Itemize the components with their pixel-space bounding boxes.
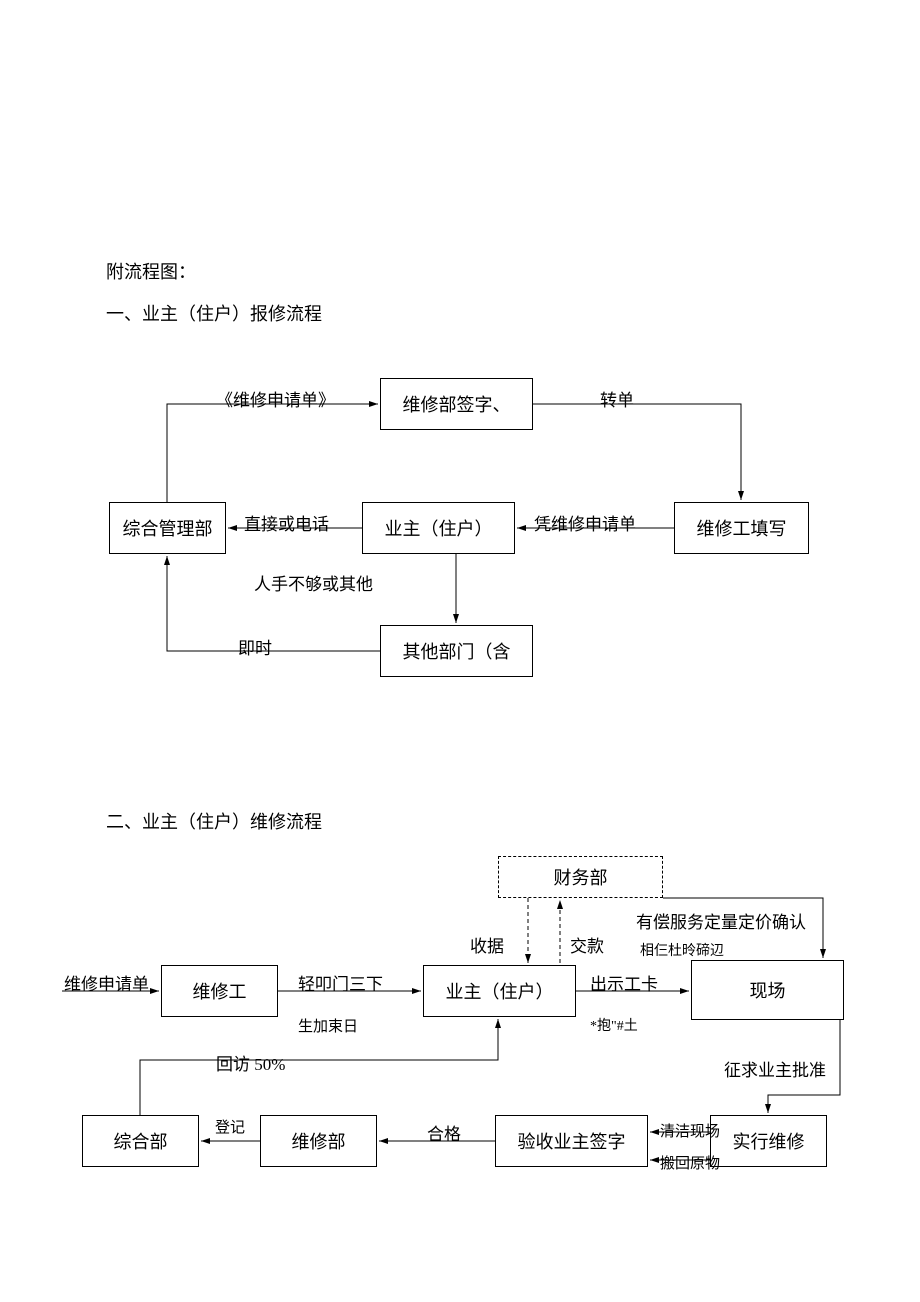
flow1-edge-label: 《维修申请单》 bbox=[216, 386, 335, 411]
flow1-edge-label: 直接或电话 bbox=[244, 510, 329, 535]
node-label: 维修工填写 bbox=[697, 515, 787, 541]
flow1-node-n5: 维修工填写 bbox=[674, 502, 809, 554]
flow1-node-n1: 综合管理部 bbox=[109, 502, 226, 554]
flow2-node-m6: 验收业主签字 bbox=[495, 1115, 648, 1167]
node-label: 综合部 bbox=[114, 1128, 168, 1154]
flow1-node-n3: 业主（住户） bbox=[362, 502, 515, 554]
flow2-edge-label: 维修申请单 bbox=[64, 970, 149, 995]
node-label: 实行维修 bbox=[733, 1128, 805, 1154]
heading-section-2: 二、业主（住户）维修流程 bbox=[106, 808, 322, 834]
flow2-node-m7: 实行维修 bbox=[710, 1115, 827, 1167]
flow2-edge-label: 登记 bbox=[215, 1116, 245, 1137]
flow1-edge-label: 即时 bbox=[238, 634, 272, 659]
node-label: 业主（住户） bbox=[385, 515, 493, 541]
heading-section-1: 一、业主（住户）报修流程 bbox=[106, 300, 322, 326]
flow2-edge-label: 有偿服务定量定价确认 bbox=[636, 908, 806, 933]
heading-attach: 附流程图： bbox=[106, 258, 196, 284]
page: 附流程图： 一、业主（住户）报修流程 二、业主（住户）维修流程 综合管理部 维修… bbox=[0, 0, 920, 1302]
flow2-node-m1: 维修工 bbox=[161, 965, 278, 1017]
flow2-edge-label: 合格 bbox=[427, 1120, 461, 1145]
flow2-edge-label: 生加束日 bbox=[298, 1015, 358, 1036]
node-label: 综合管理部 bbox=[123, 515, 213, 541]
flow2-edge-label: 轻叩门三下 bbox=[298, 970, 383, 995]
flow1-node-n2: 维修部签字、 bbox=[380, 378, 533, 430]
flow1-node-n4: 其他部门（含 bbox=[380, 625, 533, 677]
flow2-node-m0: 财务部 bbox=[498, 856, 663, 898]
flow2-edge-label: 搬回原物 bbox=[660, 1152, 720, 1173]
node-label: 其他部门（含 bbox=[403, 638, 511, 664]
node-label: 业主（住户） bbox=[446, 978, 554, 1004]
node-label: 维修工 bbox=[193, 978, 247, 1004]
node-label: 维修部 bbox=[292, 1128, 346, 1154]
flow2-edge-label: 收据 bbox=[470, 932, 504, 957]
node-label: 财务部 bbox=[554, 864, 608, 890]
node-label: 维修部签字、 bbox=[403, 391, 511, 417]
flow2-edge-label: 清洁现场 bbox=[660, 1120, 720, 1141]
node-label: 现场 bbox=[750, 977, 786, 1003]
flow2-edge-label: *抱"#土 bbox=[590, 1015, 638, 1035]
flow1-edge-label: 凭维修申请单 bbox=[534, 510, 636, 535]
flow2-node-m3: 现场 bbox=[691, 960, 844, 1020]
flow2-edge-label: 征求业主批准 bbox=[724, 1056, 826, 1081]
flow2-node-m5: 维修部 bbox=[260, 1115, 377, 1167]
flow2-node-m2: 业主（住户） bbox=[423, 965, 576, 1017]
flow2-edge-label: 相仨杜昤碲辺 bbox=[640, 940, 724, 960]
flow2-edge-label: 交款 bbox=[570, 932, 604, 957]
flow1-edge-label: 人手不够或其他 bbox=[254, 570, 373, 595]
flow2-node-m4: 综合部 bbox=[82, 1115, 199, 1167]
flow2-edge-label: 出示工卡 bbox=[590, 970, 658, 995]
node-label: 验收业主签字 bbox=[518, 1128, 626, 1154]
flow1-edge-label: 转单 bbox=[600, 386, 634, 411]
flow2-edge-label: 回访 50% bbox=[216, 1050, 285, 1075]
